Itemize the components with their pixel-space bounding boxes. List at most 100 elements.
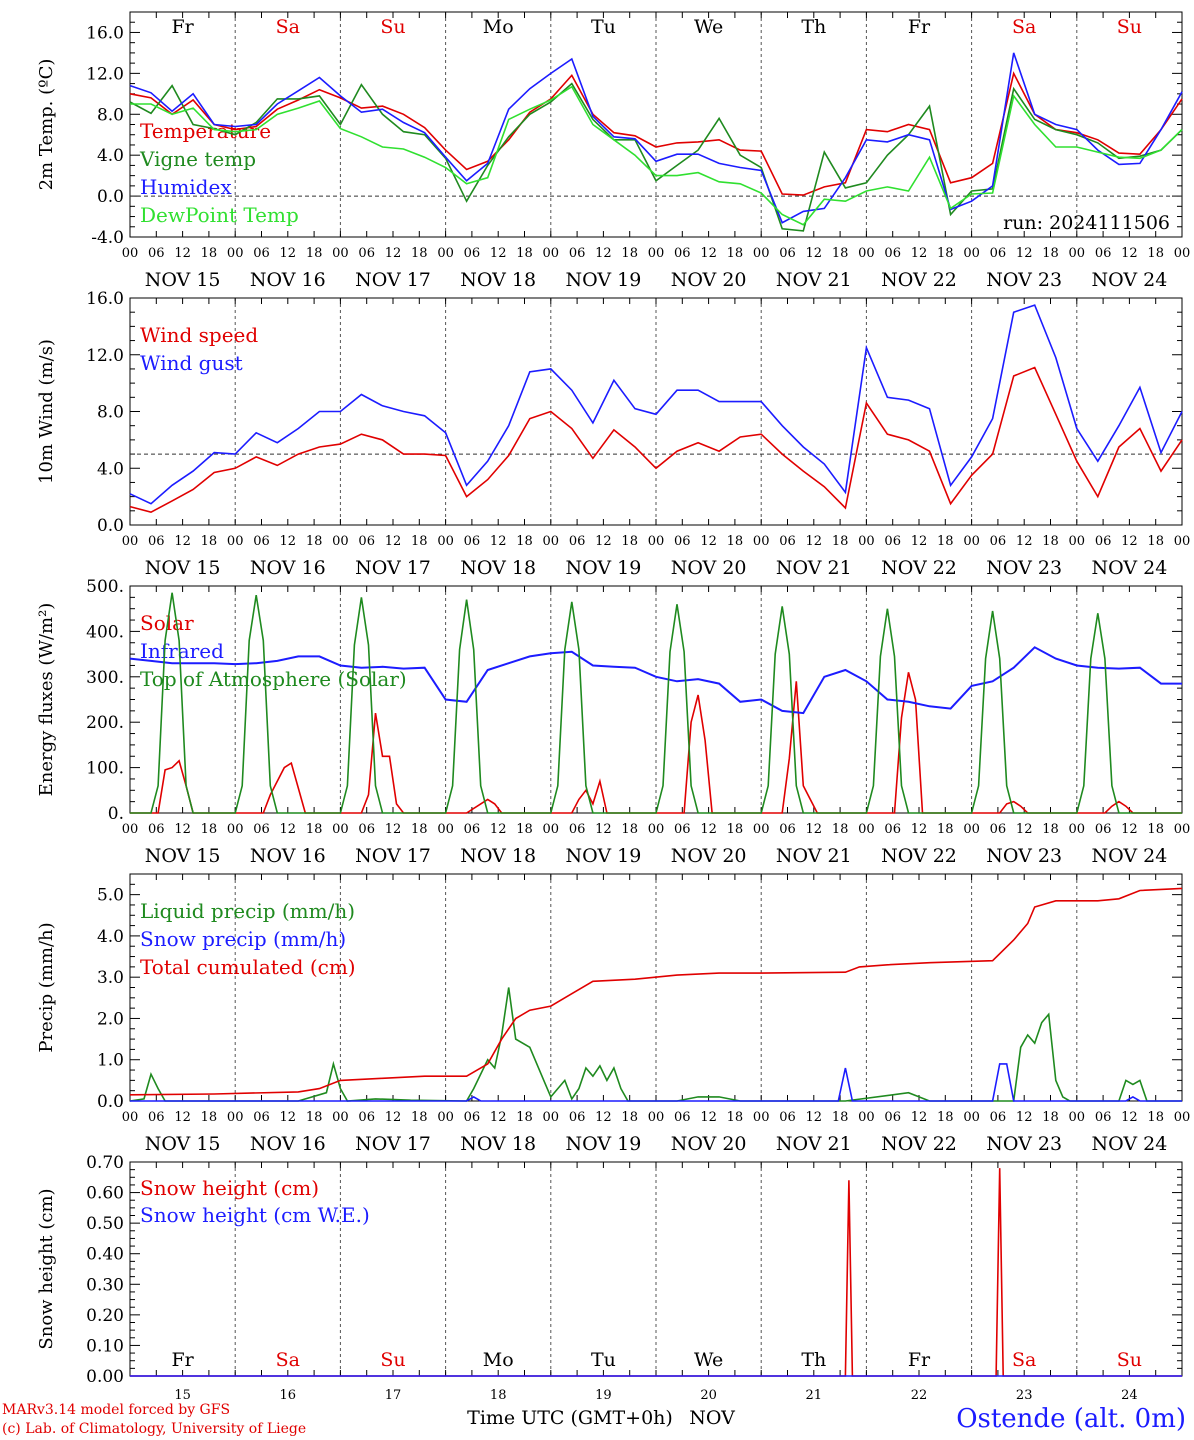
y-tick-label: 12.0 [86,346,124,366]
day-name: Fr [171,16,194,38]
y-tick-label: 4.0 [97,927,124,947]
hour-label: 06 [148,1110,165,1125]
hour-label: 00 [1174,822,1191,837]
date-label: NOV 16 [250,1133,326,1155]
hour-label: 18 [411,822,428,837]
hour-label: 18 [1042,534,1059,549]
hour-label: 06 [148,246,165,261]
hour-label: 00 [858,822,875,837]
date-label: NOV 15 [145,845,221,867]
hour-label: 12 [280,534,297,549]
y-tick-label: 4.0 [97,146,124,166]
hour-label: 12 [911,534,928,549]
hour-label: 00 [332,534,349,549]
hour-label: 00 [858,1110,875,1125]
y-tick-label: 0.40 [86,1245,124,1265]
series-line-infrared [129,646,1182,715]
hour-label: 06 [779,1110,796,1125]
date-label: NOV 19 [565,1133,641,1155]
hour-label: 12 [490,822,507,837]
day-name: Mo [483,16,514,38]
y-tick-label: 2.0 [97,1009,124,1029]
x-axis-label: Time UTC (GMT+0h) [467,1407,673,1429]
hour-label: 06 [464,822,481,837]
hour-label: 06 [569,246,586,261]
date-label: NOV 18 [460,845,536,867]
date-label: NOV 24 [1091,557,1167,579]
date-label: NOV 22 [881,269,957,291]
hour-label: 00 [753,1110,770,1125]
bottom-day-label: 22 [911,1388,928,1403]
date-label: NOV 16 [250,557,326,579]
hour-label: 00 [332,1110,349,1125]
day-name: Tu [591,16,616,38]
hour-label: 06 [148,822,165,837]
bottom-day-label: 23 [1016,1388,1033,1403]
hour-label: 12 [385,822,402,837]
hour-label: 00 [227,246,244,261]
hour-label: 12 [700,822,717,837]
hour-label: 18 [621,1110,638,1125]
hour-label: 12 [385,246,402,261]
hour-label: 06 [358,246,375,261]
hour-label: 00 [437,1110,454,1125]
y-tick-label: 500. [86,577,124,597]
hour-label: 12 [1016,1110,1033,1125]
series-line-liquid-precip-mm-h- [129,987,1182,1102]
day-name: We [694,16,723,38]
hour-label: 06 [884,246,901,261]
hour-label: 18 [727,1110,744,1125]
legend-entry: Temperature [140,119,271,143]
date-label: NOV 19 [565,269,641,291]
hour-label: 00 [227,1110,244,1125]
hour-label: 18 [1147,246,1164,261]
legend-entry: Humidex [140,175,232,199]
date-label: NOV 15 [145,557,221,579]
hour-label: 06 [1095,534,1112,549]
y-tick-label: 400. [86,622,124,642]
bottom-day-label: 17 [385,1388,402,1403]
y-tick-label: 3.0 [97,968,124,988]
hour-label: 06 [253,534,270,549]
hour-label: 18 [937,246,954,261]
hour-label: 06 [253,822,270,837]
date-label: NOV 20 [671,845,747,867]
hour-label: 00 [858,534,875,549]
hour-label: 18 [516,246,533,261]
hour-label: 18 [727,822,744,837]
y-tick-label: 0.0 [97,187,124,207]
hour-label: 18 [201,246,218,261]
date-label: NOV 23 [986,269,1062,291]
hour-label: 12 [280,1110,297,1125]
day-name: Fr [171,1349,194,1371]
y-tick-label: 0.0 [97,1092,124,1112]
hour-label: 12 [700,1110,717,1125]
hour-label: 18 [937,822,954,837]
hour-label: 00 [227,534,244,549]
hour-label: 12 [385,1110,402,1125]
y-tick-label: 200. [86,713,124,733]
hour-label: 06 [884,534,901,549]
hour-label: 18 [201,534,218,549]
hour-label: 00 [122,246,139,261]
hour-label: 18 [1042,1110,1059,1125]
legend-entry: Top of Atmosphere (Solar) [140,667,407,691]
hour-label: 06 [1095,246,1112,261]
hour-label: 06 [674,1110,691,1125]
hour-label: 18 [621,822,638,837]
hour-label: 12 [1016,534,1033,549]
bottom-day-label: 16 [280,1388,297,1403]
hour-label: 06 [358,534,375,549]
date-label: NOV 20 [671,557,747,579]
hour-label: 00 [1069,822,1086,837]
hour-label: 18 [727,246,744,261]
day-name: Su [1117,1349,1142,1371]
hour-label: 00 [1174,534,1191,549]
y-tick-label: 16.0 [86,289,124,309]
hour-label: 18 [1147,822,1164,837]
date-label: NOV 19 [565,845,641,867]
legend-entry: Snow precip (mm/h) [140,927,346,951]
y-tick-label: 0.70 [86,1153,124,1173]
hour-label: 06 [884,1110,901,1125]
